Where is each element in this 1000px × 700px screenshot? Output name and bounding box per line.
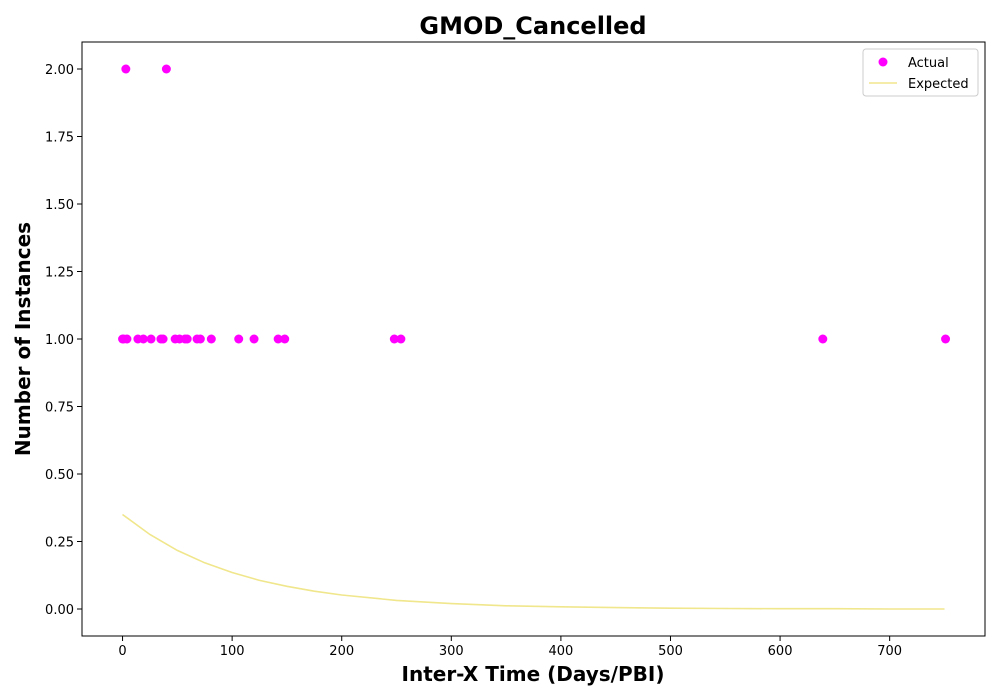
x-tick-label: 0 (118, 644, 126, 659)
plot-area (118, 64, 951, 610)
actual-point (206, 334, 216, 344)
legend-marker-swatch (878, 57, 888, 67)
actual-point (273, 334, 283, 344)
chart-title: GMOD_Cancelled (419, 12, 646, 40)
y-tick-label: 1.25 (45, 266, 74, 281)
x-tick-label: 500 (658, 644, 683, 659)
actual-point (122, 334, 132, 344)
x-axis: 0 100 200 300 400 500 600 700 (118, 636, 902, 659)
actual-point (396, 334, 406, 344)
x-tick-label: 600 (768, 644, 793, 659)
expected-line (122, 513, 945, 610)
actual-point (161, 64, 171, 74)
actual-point (182, 334, 192, 344)
y-tick-label: 0.75 (45, 401, 74, 416)
actual-point (158, 334, 168, 344)
y-tick-label: 1.50 (45, 198, 74, 213)
y-tick-label: 1.00 (45, 333, 74, 348)
actual-point (121, 64, 131, 74)
x-tick-label: 400 (548, 644, 573, 659)
actual-point (146, 334, 156, 344)
legend-label: Actual (908, 56, 949, 71)
actual-point (941, 334, 951, 344)
actual-point (249, 334, 259, 344)
x-tick-label: 200 (329, 644, 354, 659)
actual-point (234, 334, 244, 344)
legend: Actual Expected (862, 48, 979, 97)
x-tick-label: 300 (439, 644, 464, 659)
actual-point (389, 334, 399, 344)
y-tick-label: 0.25 (45, 536, 74, 551)
x-tick-label: 700 (877, 644, 902, 659)
y-axis-label: Number of Instances (11, 222, 35, 456)
x-axis-label: Inter-X Time (Days/PBI) (402, 662, 665, 686)
plot-frame (81, 41, 986, 637)
y-tick-label: 0.00 (45, 603, 74, 618)
y-axis: 0.00 0.25 0.50 0.75 1.00 1.25 1.50 1.75 2.00 (45, 63, 82, 618)
actual-point (818, 334, 828, 344)
actual-point (138, 334, 148, 344)
legend-label: Expected (908, 77, 969, 92)
x-tick-label: 100 (220, 644, 245, 659)
y-tick-label: 0.50 (45, 468, 74, 483)
actual-point (195, 334, 205, 344)
legend-box (862, 48, 979, 97)
y-tick-label: 2.00 (45, 63, 74, 78)
actual-point (280, 334, 290, 344)
y-tick-label: 1.75 (45, 131, 74, 146)
